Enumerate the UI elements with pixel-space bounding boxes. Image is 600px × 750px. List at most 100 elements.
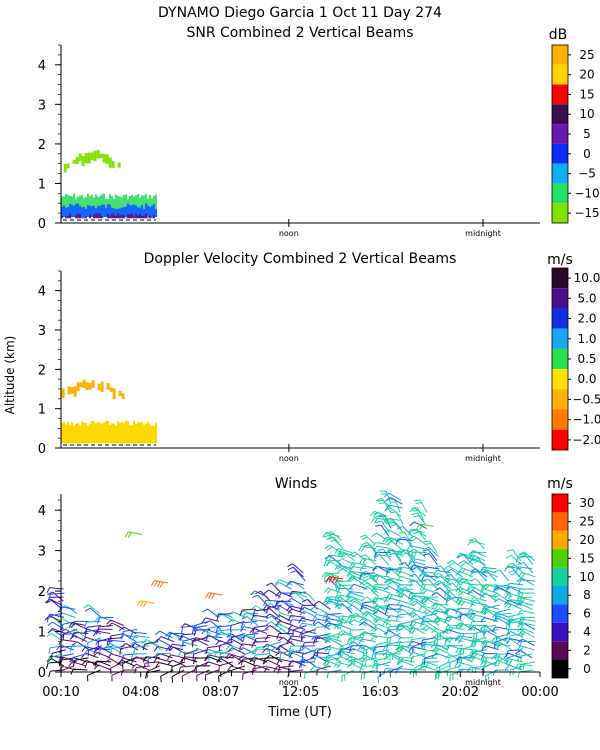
wind-barb-shaft <box>496 612 510 618</box>
wind-barb-shaft <box>377 661 392 667</box>
wind-barb-flag <box>361 546 365 553</box>
wind-barb-shaft <box>97 660 112 663</box>
wind-barb-shaft <box>413 620 427 626</box>
wind-barb-flag <box>110 648 112 655</box>
wind-barb-shaft <box>461 612 476 616</box>
wind-barb-shaft <box>523 562 534 574</box>
wind-barb-flag <box>514 663 519 670</box>
wind-barb-flag <box>276 633 280 640</box>
wind-barb-flag <box>446 578 451 585</box>
wind-barb-shaft <box>473 596 488 602</box>
wind-barb-shaft <box>449 654 463 663</box>
wind-barb-flag <box>425 661 429 668</box>
wind-barb-shaft <box>482 624 497 628</box>
wind-barb-flag <box>201 629 206 635</box>
wind-barb-flag <box>506 599 511 606</box>
wind-barb-flag <box>299 610 305 616</box>
wind-barb-flag <box>182 641 184 648</box>
wind-barb-flag <box>322 613 327 619</box>
wind-barb-flag <box>469 597 475 603</box>
wind-barb-shaft <box>124 634 137 643</box>
wind-barb-flag <box>377 676 380 683</box>
wind-barb-shaft <box>291 624 306 631</box>
echo-cell <box>65 207 67 218</box>
wind-barb-flag <box>288 661 292 668</box>
colorbar-swatch <box>552 494 568 513</box>
wind-barb-flag <box>409 507 415 513</box>
wind-barb-flag <box>382 651 388 656</box>
wind-barb-flag <box>227 618 233 624</box>
echo-cell <box>67 207 69 218</box>
wind-barb-flag <box>249 656 255 663</box>
wind-barb-flag <box>347 658 353 664</box>
echo-cell <box>93 205 95 218</box>
wind-barb-flag <box>383 585 390 591</box>
wind-barb-flag <box>458 648 462 654</box>
wind-barb-flag <box>361 536 368 540</box>
colorbar-label: −10 <box>574 186 599 200</box>
wind-barb-flag <box>276 612 281 618</box>
wind-barb-flag <box>48 670 51 678</box>
wind-barb-flag <box>373 616 378 622</box>
wind-barb-shaft <box>268 589 281 598</box>
echo-cell <box>97 213 99 219</box>
wind-barb-flag <box>213 651 218 658</box>
wind-barb-flag <box>446 645 450 652</box>
wind-barb-flag <box>288 646 292 653</box>
wind-barb-flag <box>474 639 477 647</box>
wind-barb-flag <box>242 635 246 642</box>
wind-barb-shaft <box>459 587 473 594</box>
wind-barb-shaft <box>220 631 234 639</box>
wind-barb-flag <box>410 551 414 558</box>
wind-barb-flag <box>134 667 137 674</box>
colorbar-swatch <box>552 549 568 568</box>
wind-barb-shaft <box>414 535 426 545</box>
wind-barb-flag <box>240 659 244 666</box>
wind-barb-flag <box>370 517 375 523</box>
wind-barb-flag <box>241 673 244 680</box>
wind-barb-shaft <box>229 653 243 659</box>
wind-barb-flag <box>324 618 329 624</box>
wind-barb-shaft <box>194 620 209 627</box>
wind-barb-flag <box>299 591 306 595</box>
wind-barb-flag <box>508 616 510 623</box>
wind-barb-flag <box>408 612 415 616</box>
wind-barb-flag <box>455 597 460 604</box>
wind-barb-flag <box>83 649 89 655</box>
echo-cell <box>70 387 74 394</box>
wind-barb-shaft <box>417 507 425 521</box>
day-marker-label: midnight <box>465 678 501 687</box>
wind-barb-flag <box>436 667 438 675</box>
echo-cell <box>89 423 91 444</box>
wind-barb-shaft <box>109 642 123 651</box>
wind-barb-shaft <box>510 665 525 671</box>
y-tick-label: 0 <box>38 217 46 232</box>
wind-barb-flag <box>518 617 522 624</box>
wind-barb-shaft <box>521 577 534 586</box>
wind-barb-flag <box>386 644 389 651</box>
wind-barb-flag <box>517 572 523 578</box>
wind-barb-flag <box>216 631 222 637</box>
echo-cell <box>103 422 105 444</box>
wind-barb-flag <box>385 497 391 502</box>
echo-cell <box>121 214 123 219</box>
wind-barb-flag <box>418 571 423 578</box>
wind-barb-flag <box>467 584 471 591</box>
wind-barb-shaft <box>413 564 428 570</box>
wind-barb-flag <box>150 580 155 586</box>
wind-barb-flag <box>331 577 336 583</box>
wind-barb-flag <box>273 623 279 630</box>
echo-cell <box>145 203 147 218</box>
echo-cell <box>119 196 121 218</box>
wind-barb-flag <box>287 608 293 614</box>
wind-barb-shaft <box>98 637 113 642</box>
wind-barb-flag <box>177 651 182 658</box>
wind-barb-shaft <box>435 627 449 635</box>
wind-barb-flag <box>179 634 183 641</box>
wind-barb-flag <box>180 627 184 634</box>
wind-barb-shaft <box>499 641 512 651</box>
echo-cell <box>97 383 101 391</box>
wind-barb-flag <box>396 584 400 591</box>
wind-barb-shaft <box>436 592 449 602</box>
